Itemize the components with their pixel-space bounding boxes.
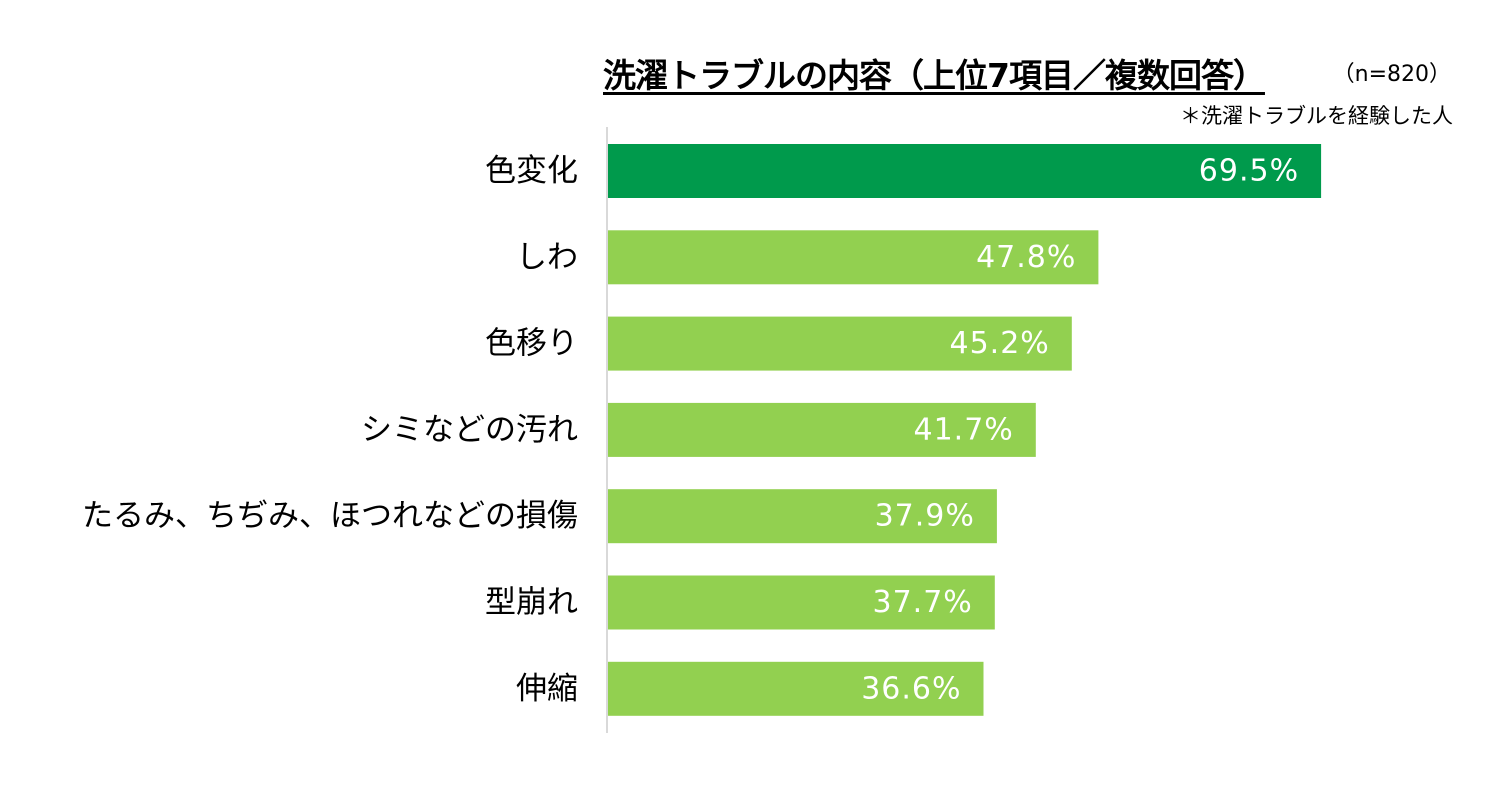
value-label: 45.2% xyxy=(949,326,1049,361)
bar xyxy=(608,402,1036,457)
chart-note: ＊洗濯トラブルを経験した人 xyxy=(1180,104,1453,128)
bar xyxy=(608,661,984,716)
value-label: 41.7% xyxy=(913,412,1013,447)
category-label: しわ xyxy=(516,239,578,275)
bar xyxy=(608,575,995,630)
value-label: 36.6% xyxy=(861,671,961,706)
category-label: シミなどの汚れ xyxy=(361,412,578,448)
value-labels-group: 69.5% 47.8% 45.2% 41.7% 37.9% 37.7% 36.6% xyxy=(861,154,1299,707)
bar xyxy=(608,316,1072,371)
chart-title: 洗濯トラブルの内容（上位7項目／複数回答） xyxy=(603,56,1266,95)
category-label: たるみ、ちぢみ、ほつれなどの損傷 xyxy=(82,498,578,534)
value-label: 37.9% xyxy=(875,499,975,534)
sample-size-label: （n=820） xyxy=(1332,62,1451,87)
value-label: 47.8% xyxy=(976,240,1076,275)
category-label: 伸縮 xyxy=(516,671,578,707)
value-label: 69.5% xyxy=(1199,154,1299,189)
category-label: 色移り xyxy=(485,326,578,362)
bar xyxy=(608,144,1322,198)
value-label: 37.7% xyxy=(872,585,972,620)
bar xyxy=(608,489,997,544)
category-label: 型崩れ xyxy=(485,585,578,621)
category-label: 色変化 xyxy=(485,153,578,189)
bar xyxy=(608,230,1099,285)
bars-group xyxy=(608,144,1322,716)
